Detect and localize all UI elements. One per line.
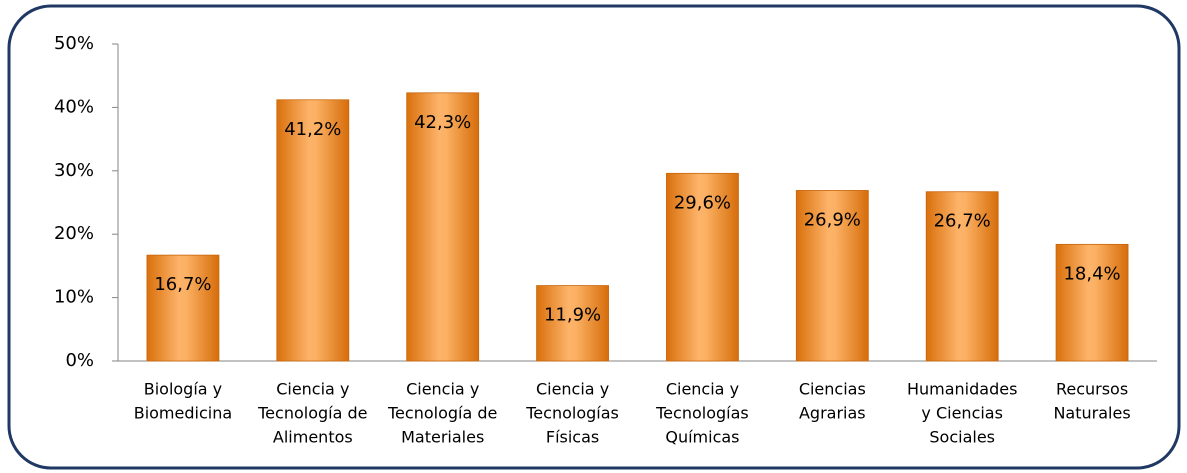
x-tick-label: Ciencia y: [536, 380, 609, 399]
x-tick-label: Tecnología de: [387, 404, 497, 423]
y-tick-label: 10%: [54, 287, 94, 308]
x-tick-label: Recursos: [1056, 380, 1128, 399]
x-tick-label: Ciencia y: [406, 380, 479, 399]
value-label: 26,9%: [804, 209, 861, 230]
y-tick-label: 50%: [54, 33, 94, 54]
bar: [146, 254, 220, 362]
bar: [276, 99, 350, 362]
x-tick-label: Sociales: [929, 428, 995, 447]
x-tick-label: Alimentos: [273, 428, 353, 447]
value-label: 42,3%: [414, 112, 471, 133]
x-tick-label: Materiales: [401, 428, 484, 447]
x-tick-label: Humanidades: [907, 380, 1017, 399]
bar: [1055, 243, 1129, 362]
x-tick-label: Ciencia y: [666, 380, 739, 399]
frame: [7, 4, 1181, 470]
value-label: 16,7%: [154, 274, 211, 295]
x-tick-label: y Ciencias: [921, 404, 1003, 423]
value-label: 11,9%: [544, 305, 601, 326]
y-tick-label: 0%: [65, 350, 94, 371]
x-tick-label: Tecnologías: [655, 404, 749, 423]
bar: [406, 92, 480, 362]
x-tick-label: Ciencia y: [276, 380, 349, 399]
x-tick-label: Tecnología de: [257, 404, 367, 423]
x-tick-label: Naturales: [1053, 404, 1130, 423]
x-tick-label: Tecnologías: [525, 404, 619, 423]
y-tick-label: 40%: [54, 96, 94, 117]
bar: [666, 172, 739, 362]
bar: [925, 191, 999, 362]
x-tick-label: Ciencias: [799, 380, 866, 399]
value-label: 18,4%: [1063, 263, 1120, 284]
x-tick-label: Físicas: [546, 428, 599, 447]
x-tick-label: Biomedicina: [134, 404, 232, 423]
x-tick-label: Biología y: [144, 380, 222, 399]
value-label: 26,7%: [934, 211, 991, 232]
y-tick-label: 20%: [54, 223, 94, 244]
bar: [795, 190, 869, 362]
x-tick-label: Agrarias: [799, 404, 866, 423]
value-label: 29,6%: [674, 192, 731, 213]
y-tick-label: 30%: [54, 160, 94, 181]
bar: [536, 285, 609, 362]
value-label: 41,2%: [284, 119, 341, 140]
x-tick-label: Químicas: [665, 428, 739, 447]
